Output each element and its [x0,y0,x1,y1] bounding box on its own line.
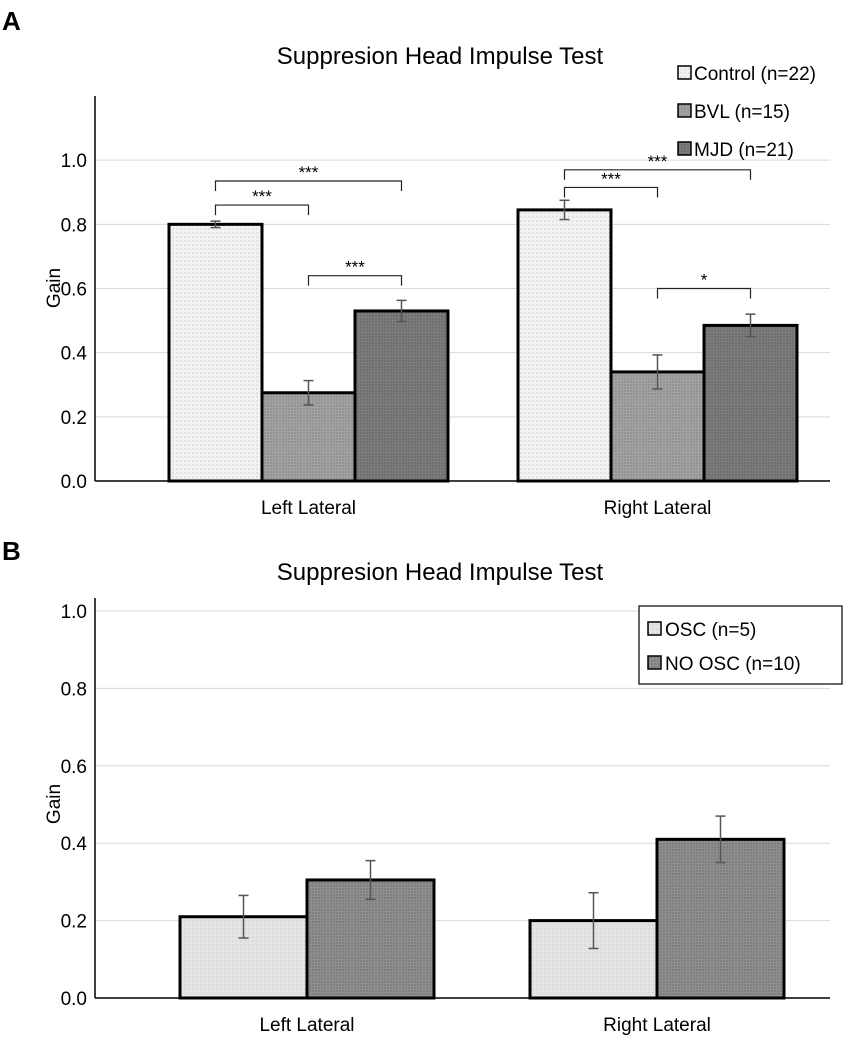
chart-title-b: Suppresion Head Impulse Test [277,559,604,586]
x-category-label: Left Lateral [259,1015,354,1036]
y-tick-label: 0.0 [61,472,87,493]
significance-bracket: *** [563,169,659,198]
error-bar-mjd-0 [396,299,407,323]
y-tick-label: 0.8 [61,215,87,236]
y-tick-label: 0.6 [61,757,87,778]
legend-label-osc: OSC (n=5) [665,620,756,641]
error-bar-osc-1 [588,891,599,950]
error-bars-a [210,199,756,406]
significance-bracket: *** [307,258,403,286]
x-categories-a: Left Lateral Right Lateral [261,498,711,519]
error-bar-control-0 [210,220,221,229]
panel-label-a: A [2,6,21,36]
y-tick-label: 0.2 [61,912,87,933]
significance-bracket: *** [214,187,310,216]
error-bar-no_osc-0 [365,859,376,901]
x-category-label: Right Lateral [604,498,712,519]
y-tick-label: 1.0 [61,602,87,623]
significance-label: *** [601,169,621,188]
legend-b: OSC (n=5) NO OSC (n=10) [638,605,843,685]
bar-no_osc-1 [655,837,786,1000]
legend-item-control: Control (n=22) [677,64,816,85]
chart-title-a: Suppresion Head Impulse Test [277,43,604,70]
significance-bracket: *** [563,152,752,180]
bar-mjd-0 [353,309,450,483]
legend-item-no-osc: NO OSC (n=10) [647,654,801,675]
y-tick-label: 0.2 [61,408,87,429]
panel-b: B Suppresion Head Impulse Test Gain 0.00… [2,536,843,1036]
y-axis-label-b: Gain [44,784,65,824]
legend-frame-b [638,605,843,685]
legend-label-mjd: MJD (n=21) [694,140,794,161]
legend-swatch-bvl [677,103,692,118]
error-bar-no_osc-1 [715,815,726,864]
significance-label: *** [345,258,365,277]
legend-a: Control (n=22) BVL (n=15) MJD (n=21) [677,64,816,161]
legend-label-control: Control (n=22) [694,64,816,85]
legend-swatch-control [677,65,692,80]
y-axis-label-a: Gain [44,268,65,308]
significance-label: *** [299,163,319,182]
x-categories-b: Left Lateral Right Lateral [259,1015,710,1036]
x-category-label: Left Lateral [261,498,356,519]
y-tick-label: 0.4 [61,834,88,855]
bars-a [167,208,799,483]
error-bars-b [238,815,726,950]
bar-mjd-1 [702,323,799,483]
y-ticks-a: 0.0 0.2 0.4 0.6 0.8 1.0 [61,151,88,493]
significance-label: * [701,271,708,290]
y-ticks-b: 0.0 0.2 0.4 0.6 0.8 1.0 [61,602,88,1010]
significance-label: *** [648,152,668,171]
legend-item-osc: OSC (n=5) [647,620,756,641]
legend-label-no-osc: NO OSC (n=10) [665,654,801,675]
legend-item-bvl: BVL (n=15) [677,102,790,123]
legend-swatch-osc [647,621,662,636]
x-category-label: Right Lateral [603,1015,711,1036]
bar-control-1 [516,208,613,483]
y-tick-label: 0.6 [61,280,87,301]
error-bar-mjd-1 [745,313,756,338]
y-tick-label: 0.4 [61,344,88,365]
error-bar-bvl-0 [303,379,314,406]
significance-bracket: * [656,271,752,299]
y-tick-label: 0.0 [61,989,87,1010]
error-bar-control-1 [559,199,570,221]
significance-bracket: *** [214,163,403,192]
y-tick-label: 1.0 [61,151,87,172]
error-bar-osc-0 [238,894,249,939]
bar-control-0 [167,222,264,483]
legend-item-mjd: MJD (n=21) [677,140,794,161]
legend-label-bvl: BVL (n=15) [694,102,790,123]
panel-a: A Suppresion Head Impulse Test Gain 0.00… [2,6,830,519]
significance-label: *** [252,187,272,206]
bars-b [178,837,786,1000]
legend-swatch-no-osc [647,655,662,670]
y-tick-label: 0.8 [61,679,87,700]
legend-swatch-mjd [677,141,692,156]
panel-label-b: B [2,536,21,566]
error-bar-bvl-1 [652,354,663,390]
significance-a: **************** [214,152,752,299]
bar-bvl-0 [260,391,357,483]
